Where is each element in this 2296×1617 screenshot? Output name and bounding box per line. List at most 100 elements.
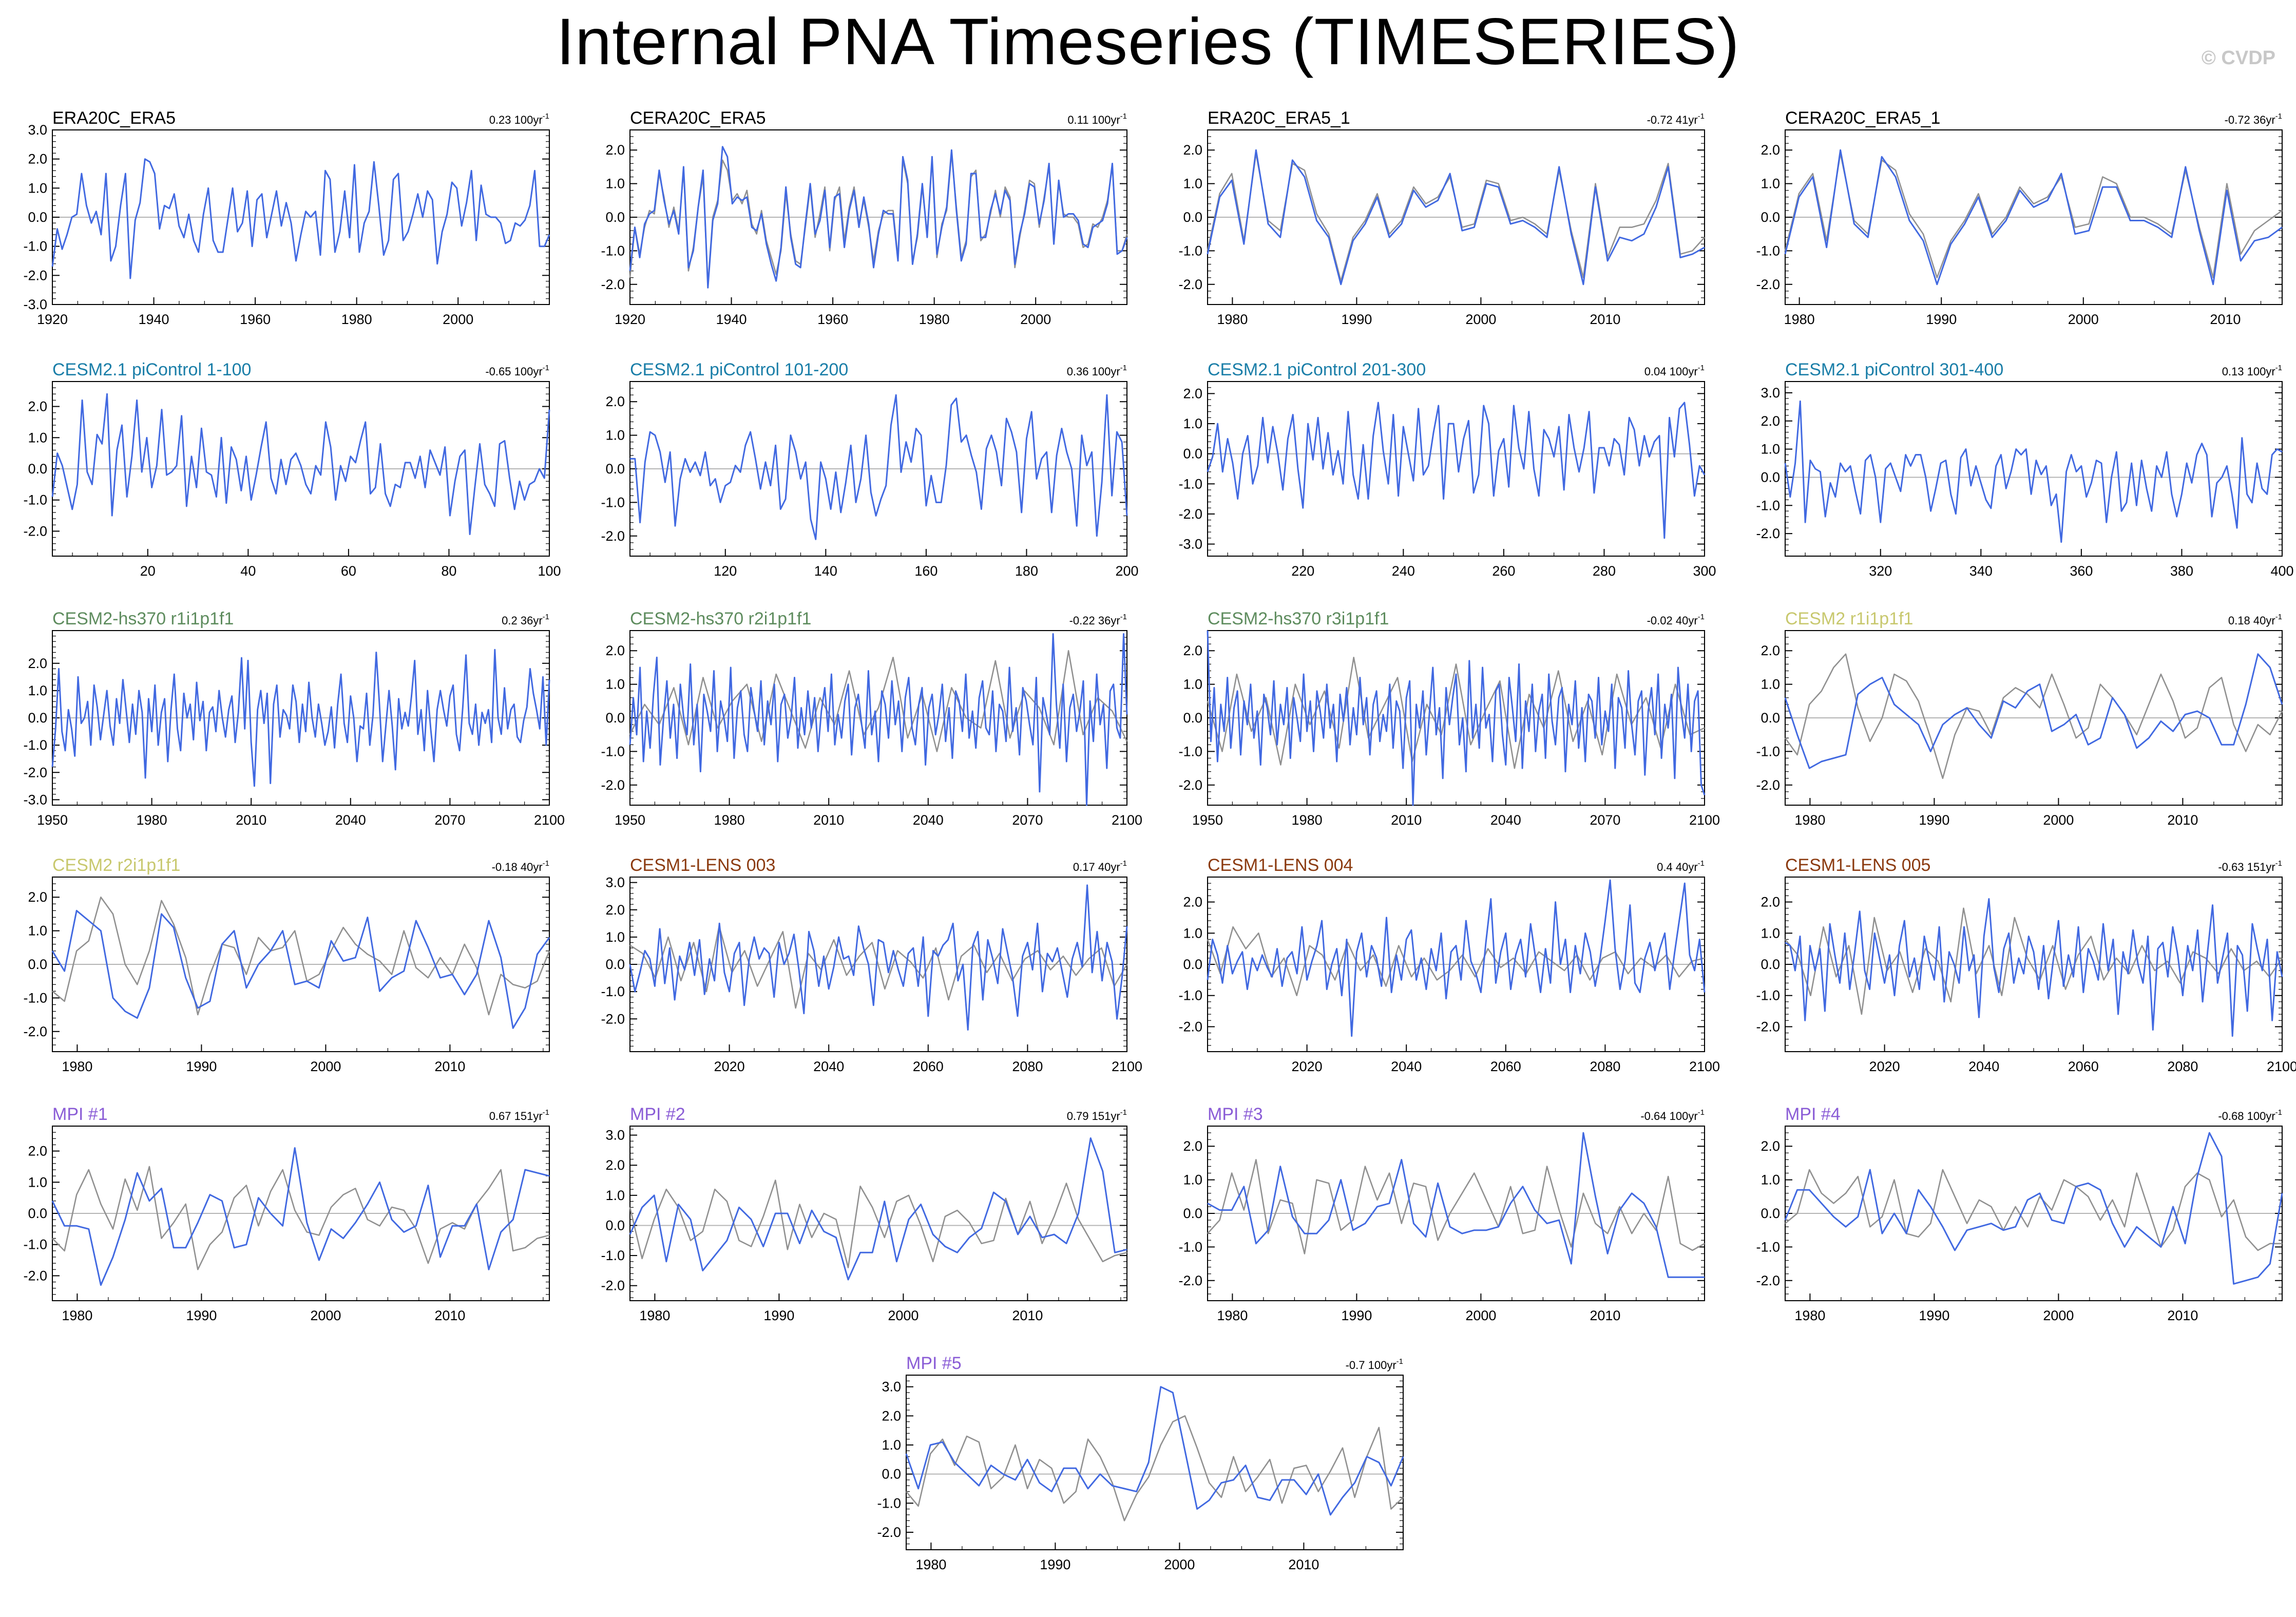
x-tick-label: 380 (2170, 563, 2193, 579)
trend-label: -0.65 100yr-1 (485, 364, 549, 378)
trend-label: 0.11 100yr-1 (1067, 112, 1127, 126)
y-tick-label: 0.0 (28, 1206, 47, 1221)
panel-title: CESM2.1 piControl 201-300 (1208, 360, 1426, 379)
x-tick-label: 1980 (1217, 312, 1248, 327)
y-tick-label: -3.0 (23, 792, 47, 807)
trend-label: -0.7 100yr-1 (1346, 1357, 1403, 1372)
y-tick-label: -2.0 (877, 1525, 901, 1540)
y-tick-label: -2.0 (1178, 277, 1202, 292)
x-tick-label: 2020 (714, 1059, 745, 1074)
chart-panel: CESM1-LENS 004 0.4 40yr-1 2.0 1.0 0.0 -1.0 -2.… (1178, 855, 1720, 1074)
panel-title: ERA20C_ERA5 (52, 108, 176, 128)
pna-series-line (51, 1147, 550, 1286)
y-tick-label: -2.0 (1756, 1273, 1780, 1288)
y-tick-label: 2.0 (605, 394, 625, 409)
y-tick-label: 0.0 (882, 1467, 901, 1482)
trend-label: 0.79 151yr-1 (1067, 1108, 1127, 1123)
x-tick-label: 2010 (1590, 312, 1620, 327)
x-tick-label: 120 (714, 563, 737, 579)
y-tick-label: 1.0 (605, 677, 625, 692)
x-tick-label: 2010 (1391, 812, 1422, 828)
y-tick-label: 3.0 (605, 875, 625, 890)
pna-series-line (1207, 1132, 1705, 1278)
y-tick-label: 2.0 (1183, 1138, 1202, 1154)
trend-label: 0.67 151yr-1 (489, 1108, 549, 1123)
pna-series-line (1207, 630, 1706, 806)
y-tick-label: 0.0 (1761, 469, 1780, 485)
y-tick-label: 2.0 (28, 656, 47, 671)
y-tick-label: 1.0 (1183, 1172, 1202, 1188)
y-tick-label: 0.0 (1183, 210, 1202, 225)
pna-series-line (1207, 149, 1705, 286)
y-tick-label: 0.0 (605, 957, 625, 972)
y-tick-label: 2.0 (605, 902, 625, 918)
x-tick-label: 2000 (310, 1308, 341, 1323)
reference-series-line (1785, 1169, 2282, 1251)
pna-series-line (51, 909, 550, 1029)
panel-title: CESM1-LENS 003 (630, 855, 775, 875)
y-tick-label: 1.0 (1183, 925, 1202, 941)
panel-title: CESM2-hs370 r1i1p1f1 (52, 609, 234, 629)
x-tick-label: 160 (914, 563, 937, 579)
plot-frame (629, 1126, 1127, 1301)
pna-series-line (905, 1386, 1404, 1516)
y-tick-label: 0.0 (1761, 210, 1780, 225)
chart-panel: MPI #1 0.67 151yr-1 2.0 1.0 0.0 -1.0 -2.0 1980 1… (23, 1105, 550, 1323)
x-tick-label: 2020 (1869, 1059, 1900, 1074)
reference-series-line (52, 1166, 550, 1270)
x-tick-label: 2100 (534, 812, 565, 828)
x-tick-label: 2060 (1490, 1059, 1521, 1074)
panel-title: CERA20C_ERA5_1 (1785, 108, 1940, 128)
chart-panel: CESM2-hs370 r3i1p1f1 -0.02 40yr-1 2.0 1.0 0.… (1178, 609, 1720, 828)
x-tick-label: 2080 (2167, 1059, 2198, 1074)
x-tick-label: 2000 (1465, 312, 1496, 327)
trend-label: -0.68 100yr-1 (2218, 1108, 2282, 1123)
y-tick-label: 0.0 (1183, 710, 1202, 726)
x-tick-label: 1980 (62, 1059, 92, 1074)
pna-series-line (629, 884, 1128, 1031)
pna-series-line (1784, 149, 2283, 286)
trend-label: -0.18 40yr-1 (492, 859, 549, 873)
x-tick-label: 1980 (714, 812, 745, 828)
x-tick-label: 280 (1593, 563, 1616, 579)
y-tick-label: 0.0 (1183, 446, 1202, 462)
y-tick-label: -2.0 (23, 523, 47, 539)
panel-title: CESM2.1 piControl 301-400 (1785, 360, 2003, 379)
trend-label: 0.18 40yr-1 (2228, 613, 2282, 627)
y-tick-label: -1.0 (601, 744, 625, 759)
y-tick-label: 1.0 (28, 180, 47, 196)
y-tick-label: 1.0 (28, 923, 47, 939)
y-tick-label: -1.0 (1756, 243, 1780, 258)
chart-panel: CESM2.1 piControl 101-200 0.36 100yr-1 2.0… (601, 360, 1138, 579)
y-tick-label: 2.0 (28, 889, 47, 905)
y-tick-label: 1.0 (28, 430, 47, 445)
x-tick-label: 2010 (1288, 1557, 1319, 1572)
y-tick-label: 3.0 (28, 122, 47, 138)
chart-panel: CESM2-hs370 r2i1p1f1 -0.22 36yr-1 2.0 1.0 0.… (601, 609, 1142, 828)
trend-label: -0.22 36yr-1 (1069, 613, 1127, 627)
y-tick-label: -1.0 (601, 984, 625, 999)
x-tick-label: 2040 (1968, 1059, 1999, 1074)
x-tick-label: 400 (2270, 563, 2293, 579)
y-tick-label: 2.0 (882, 1408, 901, 1423)
y-tick-label: -1.0 (601, 494, 625, 510)
y-tick-label: -2.0 (1756, 777, 1780, 793)
x-tick-label: 1980 (1794, 1308, 1825, 1323)
x-tick-label: 220 (1291, 563, 1314, 579)
y-tick-label: 0.0 (28, 710, 47, 726)
y-tick-label: -1.0 (23, 1237, 47, 1252)
x-tick-label: 2040 (1391, 1059, 1422, 1074)
y-tick-label: -2.0 (1178, 506, 1202, 522)
chart-panel: CESM2.1 piControl 1-100 -0.65 100yr-1 2.0 1… (23, 360, 561, 579)
x-tick-label: 1960 (240, 312, 271, 327)
panel-title: MPI #2 (630, 1105, 685, 1124)
pna-series-line (629, 633, 1128, 806)
y-tick-label: 1.0 (1761, 442, 1780, 457)
x-tick-label: 1990 (1341, 1308, 1372, 1323)
reference-series-line (1784, 653, 2283, 779)
reference-series-line (906, 1415, 1404, 1521)
panel-title: MPI #1 (52, 1105, 108, 1124)
y-tick-label: -1.0 (1178, 988, 1202, 1003)
x-tick-label: 1990 (1341, 312, 1372, 327)
pna-series-line (629, 146, 1128, 289)
